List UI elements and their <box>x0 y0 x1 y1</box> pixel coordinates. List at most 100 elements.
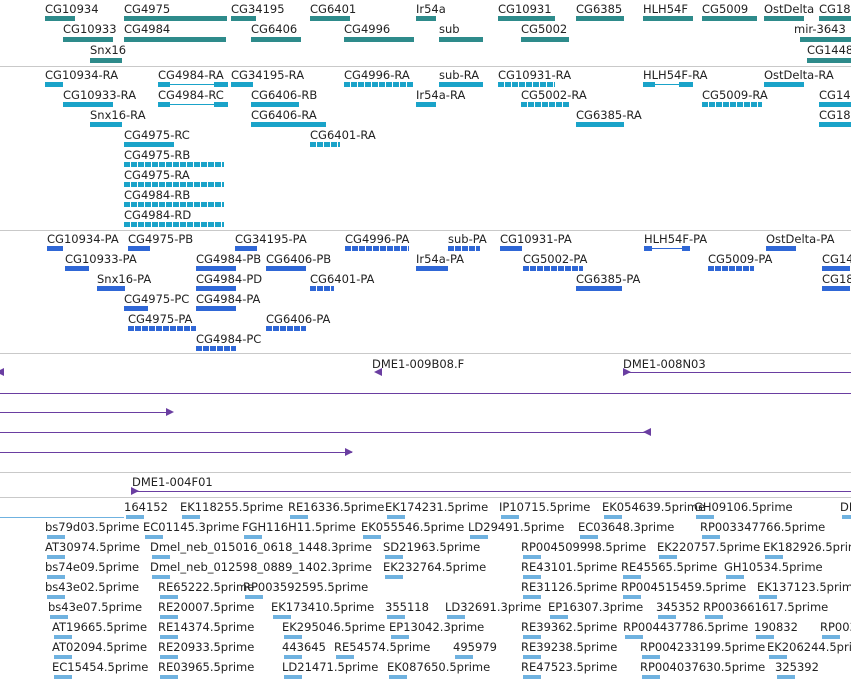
feature-label-355118[interactable]: 355118 <box>385 600 429 614</box>
feature-label-re20933-5prime[interactable]: RE20933.5prime <box>158 640 255 654</box>
est-glyph[interactable] <box>54 635 72 639</box>
gene-glyph[interactable] <box>521 37 569 42</box>
feature-label-re20007-5prime[interactable]: RE20007.5prime <box>158 600 255 614</box>
feature-label-cg4984-pc[interactable]: CG4984-PC <box>196 332 262 346</box>
transcript-line[interactable] <box>643 84 693 85</box>
feature-label-cg1448[interactable]: CG1448 <box>819 88 851 102</box>
feature-label-cg4984-pd[interactable]: CG4984-PD <box>196 272 263 286</box>
protein-glyph[interactable] <box>822 286 850 291</box>
feature-label-re39238-5prime[interactable]: RE39238.5prime <box>521 640 618 654</box>
feature-label-fgh116h11-5prime[interactable]: FGH116H11.5prime <box>242 520 356 534</box>
feature-label-ek174231-5prime[interactable]: EK174231.5prime <box>385 500 489 514</box>
feature-label-cg5002-ra[interactable]: CG5002-RA <box>521 88 587 102</box>
feature-label-snx16-pa[interactable]: Snx16-PA <box>97 272 152 286</box>
feature-label-cg4975-pc[interactable]: CG4975-PC <box>124 292 190 306</box>
transcript-glyph[interactable] <box>344 82 414 87</box>
feature-label-ep16307-3prime[interactable]: EP16307.3prime <box>548 600 644 614</box>
feature-label-cg10934-pa[interactable]: CG10934-PA <box>47 232 119 246</box>
feature-label-cg4996-ra[interactable]: CG4996-RA <box>344 68 410 82</box>
est-glyph[interactable] <box>580 535 598 539</box>
gene-glyph[interactable] <box>310 16 350 21</box>
transcript-line[interactable] <box>158 104 228 105</box>
feature-label-ec15454-5prime[interactable]: EC15454.5prime <box>52 660 149 674</box>
gene-glyph[interactable] <box>702 16 757 21</box>
feature-label-sub[interactable]: sub <box>439 22 460 36</box>
feature-label-cg5009-ra[interactable]: CG5009-RA <box>702 88 768 102</box>
feature-label-cg6401-ra[interactable]: CG6401-RA <box>310 128 376 142</box>
transcript-glyph[interactable] <box>576 122 624 127</box>
feature-label-cg18[interactable]: CG18 <box>822 272 851 286</box>
est-glyph[interactable] <box>273 615 291 619</box>
protein-glyph[interactable] <box>196 266 236 271</box>
feature-label-rp003347766-5prime[interactable]: RP003347766.5prime <box>700 520 826 534</box>
feature-label-ld21471-5prime[interactable]: LD21471.5prime <box>282 660 379 674</box>
feature-label-bs43e02-5prime[interactable]: bs43e02.5prime <box>45 580 140 594</box>
feature-label-ostdelta[interactable]: OstDelta <box>764 2 815 16</box>
clone-span-line[interactable] <box>131 491 851 492</box>
transcript-exon[interactable] <box>679 82 693 87</box>
est-glyph[interactable] <box>523 655 541 659</box>
feature-label-re16336-5prime[interactable]: RE16336.5prime <box>288 500 385 514</box>
feature-label-ostdelta-pa[interactable]: OstDelta-PA <box>766 232 835 246</box>
feature-label-ec01145-3prime[interactable]: EC01145.3prime <box>143 520 240 534</box>
feature-label-cg4975-rb[interactable]: CG4975-RB <box>124 148 191 162</box>
est-glyph[interactable] <box>765 555 783 559</box>
est-glyph[interactable] <box>769 655 787 659</box>
feature-label-cg5002[interactable]: CG5002 <box>521 22 568 36</box>
protein-glyph[interactable] <box>345 246 409 251</box>
est-glyph[interactable] <box>550 615 568 619</box>
protein-glyph[interactable] <box>416 266 448 271</box>
transcript-glyph[interactable] <box>231 82 253 87</box>
feature-label-cg4975[interactable]: CG4975 <box>124 2 171 16</box>
feature-label-cg4975-ra[interactable]: CG4975-RA <box>124 168 190 182</box>
est-glyph[interactable] <box>389 675 407 679</box>
est-glyph[interactable] <box>54 655 72 659</box>
feature-label-cg34195-ra[interactable]: CG34195-RA <box>231 68 305 82</box>
bac-span-line[interactable] <box>623 372 851 373</box>
gene-glyph[interactable] <box>45 16 75 21</box>
transcript-line[interactable] <box>158 84 228 85</box>
est-glyph[interactable] <box>705 615 723 619</box>
feature-label-cg6406-pa[interactable]: CG6406-PA <box>266 312 331 326</box>
protein-glyph[interactable] <box>523 266 583 271</box>
feature-label-cg4984-rc[interactable]: CG4984-RC <box>158 88 224 102</box>
feature-label-at19665-5prime[interactable]: AT19665.5prime <box>52 620 148 634</box>
feature-label-cg4984-pa[interactable]: CG4984-PA <box>196 292 261 306</box>
feature-label-cg6406-rb[interactable]: CG6406-RB <box>251 88 318 102</box>
gene-glyph[interactable] <box>124 37 226 42</box>
transcript-glyph[interactable] <box>521 102 569 107</box>
protein-glyph[interactable] <box>766 246 796 251</box>
feature-label-ek087650-5prime[interactable]: EK087650.5prime <box>387 660 491 674</box>
protein-glyph[interactable] <box>128 326 196 331</box>
feature-label-cg5009-pa[interactable]: CG5009-PA <box>708 252 773 266</box>
est-glyph[interactable] <box>523 595 541 599</box>
feature-label-cg6406-ra[interactable]: CG6406-RA <box>251 108 317 122</box>
est-glyph[interactable] <box>284 675 302 679</box>
feature-label-rp004037630-5prime[interactable]: RP004037630.5prime <box>640 660 766 674</box>
feature-label-re65222-5prime[interactable]: RE65222.5prime <box>158 580 255 594</box>
feature-label-ek232764-5prime[interactable]: EK232764.5prime <box>383 560 487 574</box>
feature-label-dme1-004f01[interactable]: DME1-004F01 <box>132 475 213 489</box>
transcript-glyph[interactable] <box>310 142 340 147</box>
bac-span-line[interactable] <box>0 412 170 413</box>
feature-label-cg6406-pb[interactable]: CG6406-PB <box>266 252 332 266</box>
feature-label-re14374-5prime[interactable]: RE14374.5prime <box>158 620 255 634</box>
feature-label-cg10931-pa[interactable]: CG10931-PA <box>500 232 572 246</box>
gene-glyph[interactable] <box>576 16 624 21</box>
est-glyph[interactable] <box>759 595 777 599</box>
feature-label-cg4984-rb[interactable]: CG4984-RB <box>124 188 191 202</box>
feature-label-cg4975-pa[interactable]: CG4975-PA <box>128 312 193 326</box>
feature-label-ec03648-3prime[interactable]: EC03648.3prime <box>578 520 675 534</box>
protein-segment[interactable] <box>682 246 690 251</box>
transcript-glyph[interactable] <box>498 82 555 87</box>
est-glyph[interactable] <box>152 555 170 559</box>
feature-label-ek220757-5prime[interactable]: EK220757.5prime <box>657 540 761 554</box>
feature-label-cg1448[interactable]: CG1448 <box>807 43 851 57</box>
est-glyph[interactable] <box>726 575 744 579</box>
feature-label-ek173410-5prime[interactable]: EK173410.5prime <box>271 600 375 614</box>
transcript-exon[interactable] <box>214 102 228 107</box>
transcript-glyph[interactable] <box>251 102 299 107</box>
bac-span-line[interactable] <box>0 393 851 394</box>
feature-label-cg144[interactable]: CG144 <box>822 252 851 266</box>
est-glyph[interactable] <box>702 535 720 539</box>
